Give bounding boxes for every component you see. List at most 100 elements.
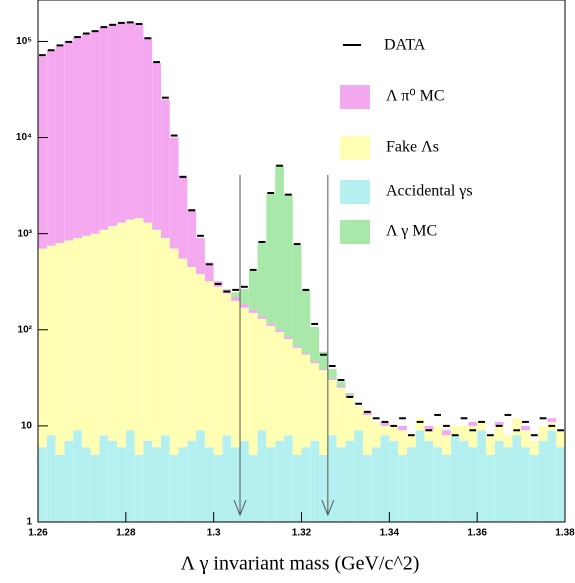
histogram-bar	[345, 392, 355, 395]
legend-label: DATA	[384, 37, 426, 54]
histogram-bar	[503, 447, 513, 522]
histogram-bar	[240, 307, 249, 441]
histogram-bar	[64, 41, 74, 241]
y-tick-label: 1	[26, 517, 32, 528]
histogram-bar	[292, 244, 302, 346]
y-tick-label: 10⁴	[16, 132, 32, 143]
histogram-bar	[152, 447, 161, 522]
histogram-bar	[46, 435, 56, 522]
histogram-bar	[327, 380, 337, 436]
x-tick-label: 1.28	[116, 528, 136, 539]
histogram-bar	[442, 435, 451, 455]
histogram-bar	[450, 425, 460, 436]
histogram-bar	[90, 30, 100, 234]
histogram-bar	[371, 421, 381, 448]
histogram-bar	[257, 318, 267, 431]
histogram-bar	[556, 430, 565, 448]
histogram-bar	[99, 229, 109, 436]
histogram-bar	[494, 425, 504, 441]
histogram-bar	[459, 440, 469, 522]
histogram-bar	[512, 435, 522, 522]
y-tick-label: 10²	[18, 324, 33, 335]
histogram-bar	[117, 222, 126, 448]
histogram-bar	[152, 62, 161, 230]
histogram-bar	[231, 300, 241, 448]
histogram-bar	[240, 440, 249, 522]
histogram-bar	[266, 325, 276, 448]
legend-swatch	[340, 180, 370, 204]
histogram-bar	[406, 435, 416, 448]
histogram-bar	[292, 345, 302, 348]
legend-swatch	[340, 136, 370, 160]
histogram-bar	[160, 238, 170, 436]
histogram-bar	[310, 361, 320, 364]
histogram-bar	[327, 435, 337, 522]
histogram-bar	[354, 430, 363, 522]
histogram-bar	[292, 454, 302, 522]
histogram-bar	[108, 24, 118, 227]
histogram-bar	[283, 337, 293, 340]
histogram-bar	[81, 33, 91, 236]
y-tick-label: 10⁵	[16, 36, 32, 47]
histogram-bar	[196, 274, 205, 431]
histogram-bar	[389, 425, 399, 441]
histogram-bar	[354, 406, 363, 431]
histogram-bar	[257, 241, 267, 317]
histogram-bar	[485, 435, 495, 455]
histogram-bar	[415, 430, 425, 522]
histogram-bar	[64, 240, 74, 441]
histogram-bar	[196, 238, 205, 275]
histogram-bar	[117, 447, 126, 522]
histogram-bar	[556, 447, 565, 522]
histogram-bar	[160, 99, 170, 239]
histogram-bar	[477, 421, 486, 431]
histogram-bar	[547, 430, 557, 522]
histogram-bar	[494, 421, 504, 426]
histogram-bar	[169, 137, 179, 249]
histogram-bar	[213, 286, 223, 455]
histogram-bar	[257, 316, 267, 319]
histogram-bar	[64, 440, 74, 522]
histogram-bar	[55, 454, 65, 522]
histogram-bar	[55, 45, 65, 243]
histogram-bar	[529, 440, 539, 455]
histogram-bar	[169, 248, 179, 455]
histogram-bar	[538, 440, 548, 522]
histogram-bar	[125, 21, 135, 220]
histogram-bar	[248, 312, 258, 455]
histogram-bar	[73, 430, 82, 522]
histogram-bar	[178, 258, 188, 448]
histogram-bar	[389, 440, 399, 522]
histogram-bar	[450, 435, 460, 522]
y-tick-label: 10	[21, 421, 33, 432]
histogram-bar	[301, 447, 311, 522]
histogram-bar	[310, 326, 320, 362]
histogram-bar	[178, 175, 188, 259]
histogram-bar	[275, 165, 284, 330]
histogram-bar	[204, 281, 214, 448]
histogram-bar	[538, 425, 548, 441]
histogram-bar	[196, 430, 205, 522]
histogram-bar	[406, 447, 416, 522]
histogram-bar	[336, 447, 346, 522]
histogram-bar	[468, 421, 478, 426]
histogram-bar	[336, 387, 346, 448]
histogram-bar	[257, 430, 267, 522]
histogram-bar	[415, 418, 425, 431]
x-tick-label: 1.36	[467, 528, 487, 539]
histogram-bar	[160, 435, 170, 522]
histogram-bar	[468, 447, 478, 522]
histogram-bar	[231, 447, 241, 522]
histogram-bar	[46, 50, 56, 246]
legend-label: Λ π⁰ MC	[386, 88, 445, 105]
histogram-bar	[468, 425, 478, 448]
histogram-bar	[319, 369, 328, 371]
histogram-bar	[503, 435, 513, 448]
histogram-bar	[283, 435, 293, 522]
histogram-bar	[301, 290, 311, 354]
histogram-bar	[152, 229, 161, 448]
histogram-bar	[231, 292, 241, 297]
histogram-bar	[301, 353, 311, 355]
histogram-bar	[380, 435, 390, 522]
histogram-bar	[169, 454, 179, 522]
